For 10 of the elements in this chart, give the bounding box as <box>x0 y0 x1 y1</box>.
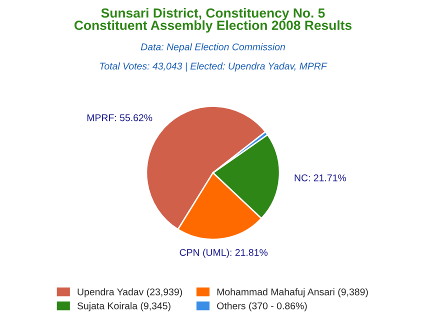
text: Total Votes: 43,043 | Elected: Upendra Yadav, MPRF <box>100 62 328 72</box>
data-label: NC: 21.71% <box>294 174 346 182</box>
legend-label: Mohammad Mahafuj Ansari (9,389) <box>217 288 368 298</box>
legend-label: Others (370 - 0.86%) <box>217 302 307 312</box>
data-label: CPN (UML): 21.81% <box>180 248 268 258</box>
legend-label: Sujata Koirala (9,345) <box>77 302 170 312</box>
legend-label: Upendra Yadav (23,939) <box>78 288 182 298</box>
chart-title: Sunsari District, Constituency No. 5 Constituent Assembly Election 2008 Results <box>74 8 352 33</box>
data-label: MPRF: 55.62% <box>87 114 152 122</box>
chart-subtitle: Data: Nepal Election Commission <box>140 43 285 52</box>
